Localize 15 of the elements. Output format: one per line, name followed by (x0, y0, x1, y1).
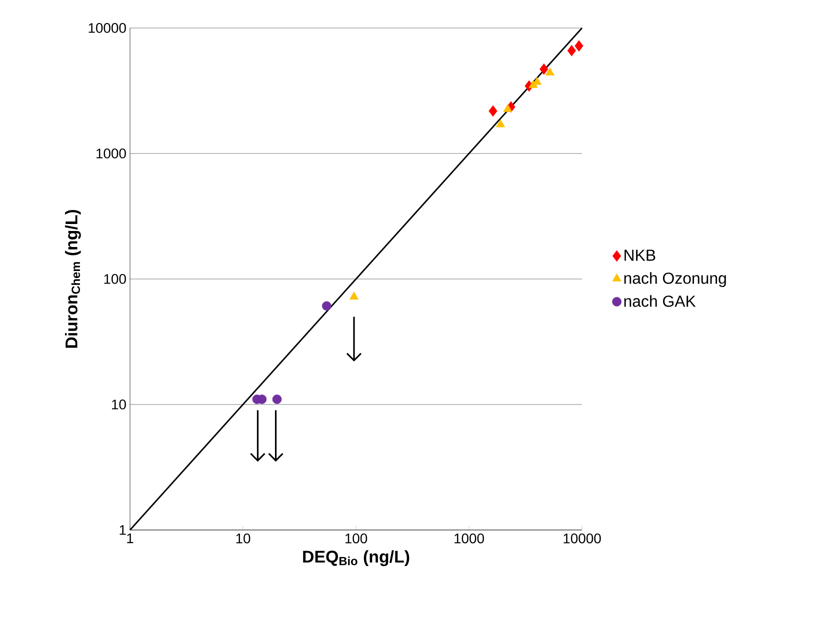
x-tick-label: 1000 (454, 533, 484, 544)
text: DEQ$_{Bio}$ (ng/L) (303, 550, 410, 566)
y-tick-label: 10000 (88, 23, 126, 33)
y-tick-label: 1000 (96, 148, 126, 158)
y-tick-label: 100 (104, 274, 126, 284)
x-tick-label: 1 (127, 534, 134, 544)
x-tick-label: 100 (345, 533, 368, 544)
x-tick-label: 10000 (564, 533, 601, 544)
y-tick-label: 1 (120, 525, 126, 535)
x-tick-label: 10 (236, 533, 250, 544)
y-tick-label: 10 (112, 400, 126, 410)
legend-label: nach GAK (624, 295, 696, 307)
text: Diuron$_{Chem}$ (ng/L) (65, 210, 81, 348)
legend-label: nach Ozonung (624, 272, 726, 288)
legend-label: NKB (624, 250, 656, 261)
